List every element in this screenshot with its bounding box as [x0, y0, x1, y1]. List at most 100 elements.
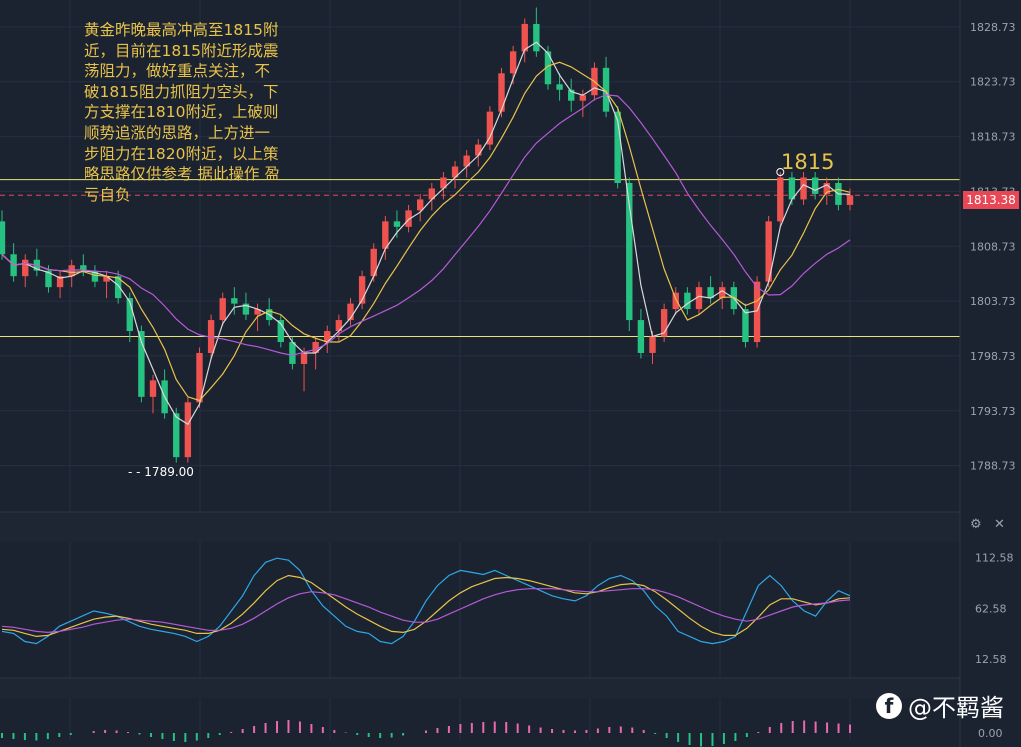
- candle-body: [416, 199, 424, 211]
- macd-tick-label: 0.00: [978, 727, 1003, 740]
- macd-bar: [596, 728, 599, 733]
- macd-bar: [195, 733, 198, 741]
- macd-bar: [402, 733, 405, 736]
- moving-average-line: [1, 61, 851, 402]
- macd-bar: [264, 723, 267, 733]
- candle-body: [22, 259, 29, 277]
- candle-body: [114, 276, 122, 299]
- oscillator-panel: [0, 511, 1021, 645]
- macd-bar: [768, 727, 771, 733]
- candle-body: [196, 352, 203, 403]
- low-price-label: - - 1789.00: [128, 465, 194, 479]
- macd-bar: [356, 733, 359, 735]
- candle-body: [56, 276, 64, 288]
- candle-body: [0, 221, 6, 255]
- macd-bar: [745, 733, 748, 737]
- oscillator-tick-label: 12.58: [975, 653, 1007, 666]
- macd-bar: [631, 727, 634, 733]
- price-tick-label: 1828.73: [970, 21, 1016, 34]
- macd-bar: [700, 733, 703, 747]
- watermark-text: @不羁酱: [908, 694, 1004, 722]
- candle-body: [672, 292, 679, 310]
- macd-bar: [310, 724, 313, 733]
- macd-bar: [104, 730, 107, 733]
- candle-body: [684, 292, 691, 310]
- macd-bar: [780, 723, 783, 733]
- candle-body: [207, 320, 215, 353]
- macd-bar: [665, 733, 668, 738]
- candle-body: [509, 51, 517, 74]
- macd-bar: [321, 727, 324, 733]
- macd-bar: [711, 733, 714, 746]
- candle-body: [405, 210, 412, 227]
- panel-separator: [0, 678, 960, 698]
- macd-bar: [58, 733, 61, 737]
- candle-body: [649, 336, 656, 353]
- macd-bar: [23, 733, 26, 740]
- candle-body: [788, 177, 796, 200]
- macd-bar: [161, 733, 164, 739]
- macd-bar: [608, 727, 611, 733]
- candle-body: [324, 331, 331, 342]
- candle-body: [719, 287, 726, 299]
- candle-body: [463, 155, 470, 167]
- macd-bar: [127, 732, 130, 733]
- candle-body: [138, 331, 145, 397]
- close-icon[interactable]: ✕: [994, 517, 1005, 532]
- candle-body: [695, 287, 703, 310]
- candle-body: [300, 352, 308, 364]
- macd-bar: [722, 733, 725, 744]
- macd-bar: [218, 733, 221, 735]
- macd-bar: [46, 733, 49, 739]
- macd-bar: [253, 726, 256, 733]
- macd-bar: [688, 733, 691, 745]
- candle-body: [80, 265, 87, 271]
- candle-body: [335, 320, 343, 332]
- macd-bar: [12, 733, 15, 739]
- macd-bar: [379, 733, 382, 738]
- axis-background: [960, 0, 1021, 747]
- candle-body: [846, 195, 854, 205]
- macd-bar: [367, 733, 370, 737]
- candle-body: [173, 413, 180, 458]
- candle-body: [579, 95, 587, 101]
- price-tick-label: 1823.73: [970, 76, 1016, 89]
- candle-body: [45, 270, 52, 288]
- macd-bar: [826, 722, 829, 733]
- candle-body: [823, 182, 830, 194]
- candle-body: [219, 298, 226, 321]
- macd-bar: [149, 733, 152, 737]
- oscillator-tick-label: 112.58: [975, 552, 1014, 565]
- candle-body: [486, 111, 494, 145]
- macd-bar: [276, 721, 279, 733]
- candle-body: [742, 309, 749, 342]
- candle-body: [289, 342, 296, 364]
- macd-panel: [0, 677, 1021, 747]
- macd-bar: [447, 726, 450, 733]
- macd-bar: [654, 733, 657, 734]
- grid-lines: [0, 0, 960, 740]
- macd-bar: [837, 723, 840, 733]
- macd-bar: [138, 733, 141, 735]
- macd-bar: [35, 733, 38, 741]
- macd-bar: [814, 721, 817, 733]
- macd-bar: [562, 730, 565, 733]
- macd-bar: [230, 732, 233, 733]
- high-marker: [776, 168, 785, 176]
- macd-bar: [69, 733, 72, 735]
- panel-separator: [0, 512, 960, 542]
- gear-icon[interactable]: ⚙: [970, 517, 982, 532]
- candle-body: [184, 402, 192, 458]
- price-axis: 1828.731823.731818.731813.731808.731803.…: [959, 0, 1021, 747]
- macd-bar: [425, 730, 427, 733]
- macd-bar: [344, 732, 347, 733]
- current-price-badge: 1813.38: [963, 191, 1019, 209]
- macd-bar: [849, 724, 851, 733]
- macd-bar: [551, 729, 554, 733]
- macd-bar: [184, 733, 187, 742]
- macd-bar: [1, 733, 3, 738]
- price-tick-label: 1788.73: [970, 460, 1016, 473]
- candle-body: [149, 380, 157, 397]
